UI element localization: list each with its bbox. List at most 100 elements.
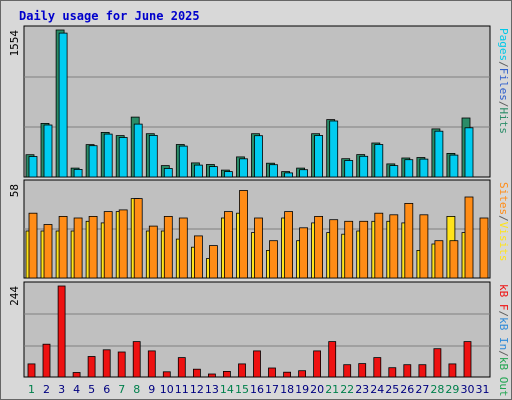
panel-bottom-legend: kB F/kB In/kB Out xyxy=(497,284,510,397)
bar-sites-day-4 xyxy=(73,217,83,279)
bar-sites-day-11 xyxy=(178,217,188,279)
bar-kb-f-day-18 xyxy=(283,371,292,378)
bar-hits-day-15 xyxy=(239,158,248,178)
legend-part: / xyxy=(497,311,510,318)
panel-middle-ymax-label: 58 xyxy=(8,184,21,197)
legend-part: / xyxy=(497,215,510,222)
bar-kb-f-day-6 xyxy=(102,349,111,378)
bar-kb-f-day-5 xyxy=(87,356,96,378)
panel-top-ymax-label: 1554 xyxy=(8,30,21,57)
bar-kb-f-day-14 xyxy=(222,370,231,378)
bar-kb-f-day-17 xyxy=(268,367,276,378)
panel-bottom-ymax-label: 244 xyxy=(8,286,21,306)
bar-sites-day-13 xyxy=(208,245,218,279)
bar-sites-day-24 xyxy=(374,212,384,279)
bar-kb-f-day-26 xyxy=(403,364,412,378)
legend-part: Sites xyxy=(497,182,510,215)
day-label-29: 29 xyxy=(445,383,459,396)
bar-hits-day-18 xyxy=(284,172,294,178)
legend-part: Pages xyxy=(497,28,510,61)
legend-part: kB In xyxy=(497,317,510,350)
day-label-3: 3 xyxy=(58,383,65,396)
day-label-15: 15 xyxy=(235,383,249,396)
day-label-2: 2 xyxy=(43,383,50,396)
bar-hits-day-23 xyxy=(359,155,369,178)
bar-kb-f-day-28 xyxy=(433,348,442,378)
bar-hits-day-11 xyxy=(178,145,188,178)
bar-sites-day-26 xyxy=(404,202,414,279)
bar-sites-day-9 xyxy=(148,225,158,279)
bar-sites-day-22 xyxy=(344,220,354,279)
bar-hits-day-28 xyxy=(434,130,444,178)
bar-hits-day-20 xyxy=(314,135,324,178)
bar-kb-f-day-20 xyxy=(313,350,322,378)
bar-hits-day-26 xyxy=(404,159,414,178)
day-label-13: 13 xyxy=(205,383,219,396)
bar-kb-f-day-9 xyxy=(147,350,156,378)
day-label-14: 14 xyxy=(220,383,234,396)
bar-sites-day-31 xyxy=(479,217,489,279)
day-label-19: 19 xyxy=(295,383,309,396)
bar-hits-day-1 xyxy=(28,156,38,178)
bar-kb-f-day-22 xyxy=(343,364,352,378)
day-label-25: 25 xyxy=(385,383,399,396)
bar-kb-f-day-21 xyxy=(328,341,337,378)
day-label-16: 16 xyxy=(250,383,264,396)
bar-kb-f-day-16 xyxy=(253,350,261,378)
bar-sites-day-19 xyxy=(299,227,309,279)
bar-hits-day-13 xyxy=(208,166,218,178)
bar-sites-day-6 xyxy=(103,211,113,279)
day-label-7: 7 xyxy=(118,383,125,396)
bar-hits-day-3 xyxy=(58,32,68,178)
bar-hits-day-4 xyxy=(73,168,83,178)
panel-middle-legend: Sites/Visits xyxy=(497,182,510,262)
bar-sites-day-12 xyxy=(193,235,203,279)
bar-kb-f-day-7 xyxy=(117,351,126,378)
bar-kb-f-day-27 xyxy=(418,364,427,378)
bar-sites-day-17 xyxy=(269,240,278,279)
bar-hits-day-14 xyxy=(223,171,233,178)
bar-kb-f-day-30 xyxy=(463,341,472,378)
legend-part: / xyxy=(497,350,510,357)
bar-kb-f-day-8 xyxy=(132,341,141,378)
bar-hits-day-24 xyxy=(374,144,384,178)
bar-kb-f-day-11 xyxy=(177,357,186,378)
bar-sites-day-27 xyxy=(419,214,429,279)
day-label-27: 27 xyxy=(415,383,429,396)
bar-hits-day-6 xyxy=(103,133,113,178)
bar-sites-day-8 xyxy=(133,198,143,279)
bar-sites-day-20 xyxy=(314,215,324,279)
bar-hits-day-8 xyxy=(133,123,143,178)
bar-kb-f-day-23 xyxy=(358,363,367,378)
day-label-11: 11 xyxy=(175,383,189,396)
day-label-26: 26 xyxy=(400,383,414,396)
bar-sites-day-30 xyxy=(464,196,474,279)
bar-hits-day-21 xyxy=(329,120,339,178)
bar-sites-day-3 xyxy=(58,215,68,279)
bar-hits-day-2 xyxy=(43,124,53,178)
day-label-10: 10 xyxy=(160,383,174,396)
bar-kb-f-day-2 xyxy=(42,343,51,378)
bar-sites-day-5 xyxy=(88,215,98,279)
bar-sites-day-23 xyxy=(359,220,369,279)
day-label-24: 24 xyxy=(370,383,384,396)
bar-hits-day-30 xyxy=(464,127,474,178)
bar-hits-day-19 xyxy=(299,169,309,178)
bar-sites-day-7 xyxy=(118,209,128,279)
legend-part: kB F xyxy=(497,284,510,311)
chart-title: Daily usage for June 2025 xyxy=(19,9,200,23)
bar-hits-day-5 xyxy=(88,145,98,178)
day-label-18: 18 xyxy=(280,383,294,396)
bar-kb-f-day-3 xyxy=(57,285,66,378)
bar-sites-day-15 xyxy=(239,190,248,279)
day-label-5: 5 xyxy=(88,383,95,396)
legend-part: / xyxy=(497,101,510,108)
day-label-1: 1 xyxy=(28,383,35,396)
bar-hits-day-22 xyxy=(344,160,354,178)
day-label-28: 28 xyxy=(430,383,444,396)
day-label-30: 30 xyxy=(461,383,475,396)
bar-hits-day-29 xyxy=(449,154,459,178)
bar-kb-f-day-12 xyxy=(192,368,201,378)
day-label-9: 9 xyxy=(148,383,155,396)
